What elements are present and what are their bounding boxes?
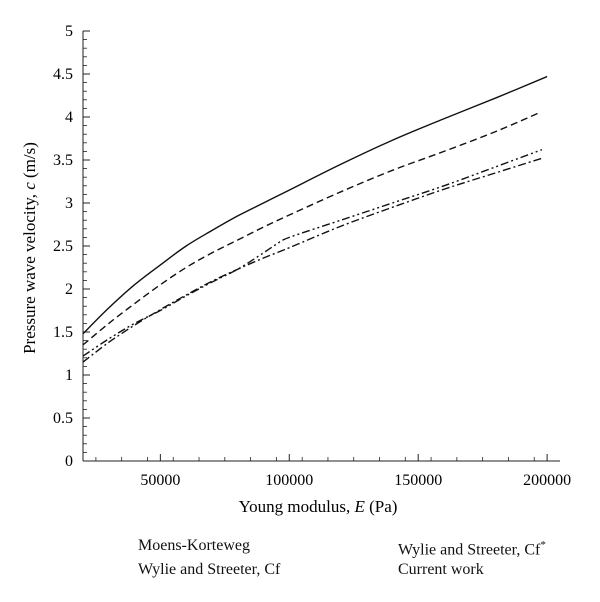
series-line-current-work	[82, 149, 543, 357]
y-tick-label: 2.5	[53, 238, 73, 255]
series-line-wylie-and-streeter-cf	[82, 112, 540, 346]
x-tick-label: 50000	[140, 472, 180, 489]
plot-area	[82, 31, 560, 462]
y-tick-label: 3	[65, 195, 73, 212]
y-tick-label: 4	[65, 109, 73, 126]
y-tick-label: 4.5	[53, 66, 73, 83]
x-tick-label: 200000	[523, 472, 571, 489]
series-line-moens-korteweg	[82, 75, 548, 335]
y-tick-label: 5	[65, 23, 73, 40]
x-axis-ticks: 50000 100000 150000 200000	[95, 454, 571, 489]
series-layer	[82, 75, 548, 363]
y-axis-ticks: 0 0.5 1 1.5 2 2.5 3 3.5 4 4.5 5	[53, 23, 90, 470]
y-tick-label: 0.5	[53, 410, 73, 427]
y-tick-label: 1.5	[53, 324, 73, 341]
y-tick-label: 0	[65, 453, 73, 470]
x-tick-label: 150000	[394, 472, 442, 489]
x-axis-title: Young modulus, E (Pa)	[239, 497, 398, 516]
y-axis-title: Pressure wave velocity, c (m/s)	[20, 142, 39, 354]
x-tick-label: 100000	[265, 472, 313, 489]
y-tick-label: 3.5	[53, 152, 73, 169]
series-line-wylie-and-streeter-cf	[82, 157, 543, 363]
y-tick-label: 1	[65, 367, 73, 384]
y-tick-label: 2	[65, 281, 73, 298]
